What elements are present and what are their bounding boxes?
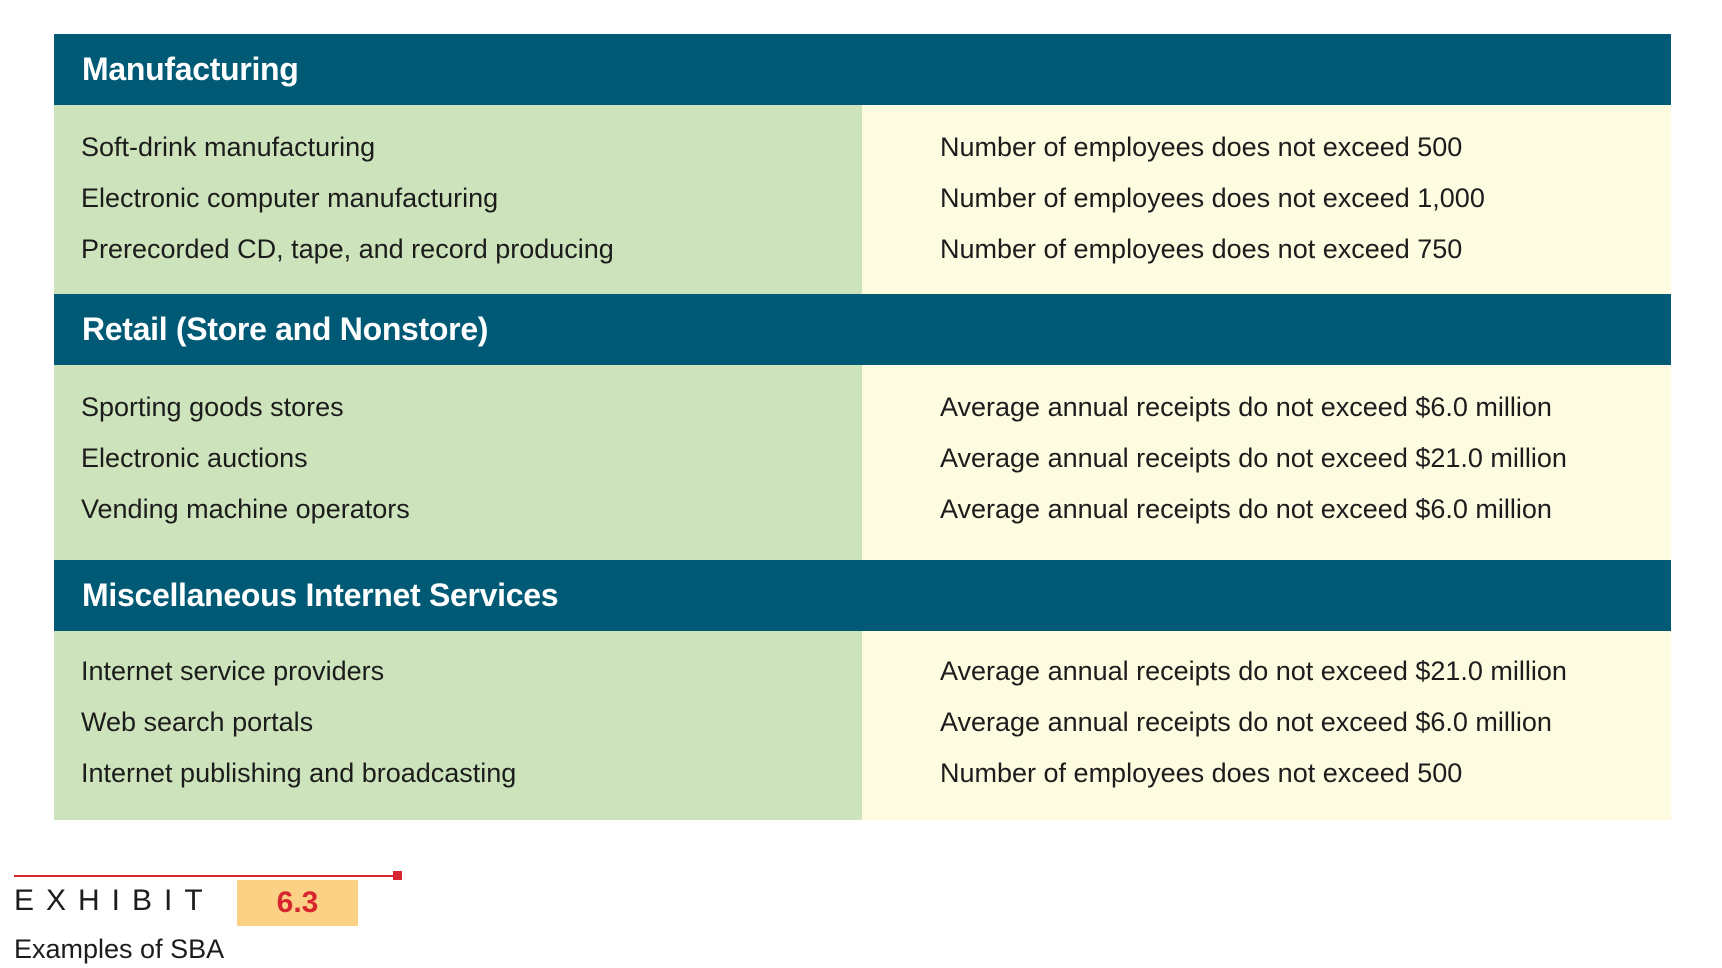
industry-cell: Prerecorded CD, tape, and record produci…: [81, 234, 614, 264]
industry-column: Soft-drink manufacturing Electronic comp…: [54, 105, 862, 294]
standard-cell: Number of employees does not exceed 500: [940, 758, 1463, 788]
industry-cell: Web search portals: [81, 707, 314, 737]
industry-cell: Sporting goods stores: [81, 392, 344, 422]
standard-cell: Number of employees does not exceed 750: [940, 234, 1463, 264]
exhibit-label: EXHIBIT: [14, 884, 215, 917]
standard-cell: Average annual receipts do not exceed $2…: [940, 443, 1567, 473]
standard-cell: Number of employees does not exceed 1,00…: [940, 183, 1485, 213]
exhibit-number: 6.3: [237, 880, 358, 926]
industry-cell: Internet service providers: [81, 656, 385, 686]
section-body-manufacturing: Soft-drink manufacturing Electronic comp…: [54, 105, 1671, 294]
exhibit-rule-marker: [393, 871, 402, 880]
standard-cell: Average annual receipts do not exceed $2…: [940, 656, 1567, 686]
industry-column: Sporting goods stores Electronic auction…: [54, 365, 862, 560]
industry-cell: Electronic computer manufacturing: [81, 183, 499, 213]
industry-column: Internet service providers Web search po…: [54, 631, 862, 820]
exhibit-caption: Examples of SBA: [14, 934, 225, 964]
industry-cell: Soft-drink manufacturing: [81, 132, 376, 162]
section-header-internet-services: Miscellaneous Internet Services: [54, 560, 1671, 631]
section-header-retail: Retail (Store and Nonstore): [54, 294, 1671, 365]
standard-column: Average annual receipts do not exceed $2…: [862, 631, 1671, 820]
exhibit-caption-block: EXHIBIT 6.3 Examples of SBA: [14, 870, 404, 968]
section-body-retail: Sporting goods stores Electronic auction…: [54, 365, 1671, 560]
industry-cell: Internet publishing and broadcasting: [81, 758, 517, 788]
standard-cell: Average annual receipts do not exceed $6…: [940, 707, 1552, 737]
standard-cell: Average annual receipts do not exceed $6…: [940, 392, 1552, 422]
standard-column: Average annual receipts do not exceed $6…: [862, 365, 1671, 560]
section-body-internet-services: Internet service providers Web search po…: [54, 631, 1671, 820]
sba-size-standards-table: Manufacturing Soft-drink manufacturing E…: [54, 34, 1671, 820]
exhibit-rule: [14, 875, 398, 877]
section-header-manufacturing: Manufacturing: [54, 34, 1671, 105]
standard-column: Number of employees does not exceed 500 …: [862, 105, 1671, 294]
industry-cell: Vending machine operators: [81, 494, 410, 524]
industry-cell: Electronic auctions: [81, 443, 308, 473]
standard-cell: Average annual receipts do not exceed $6…: [940, 494, 1552, 524]
standard-cell: Number of employees does not exceed 500: [940, 132, 1463, 162]
